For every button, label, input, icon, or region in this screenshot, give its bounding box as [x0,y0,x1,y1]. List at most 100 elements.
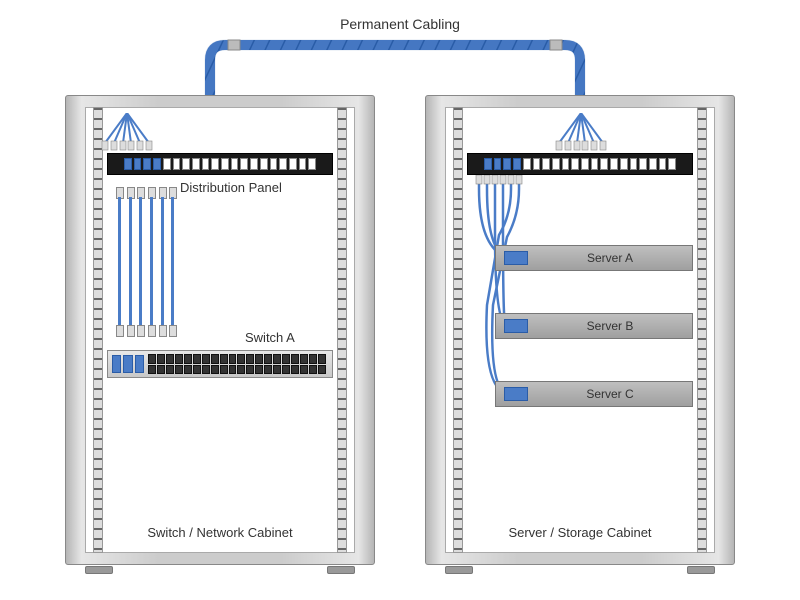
patch-cable [147,187,154,337]
panel-port [668,158,676,170]
patch-cable [158,187,165,337]
switch-port [166,354,174,364]
server-b-label: Server B [528,319,692,333]
switch-port [193,365,201,375]
switch-port [282,365,290,375]
switch-port [229,365,237,375]
panel-port [571,158,579,170]
server-a: Server A [495,245,693,271]
switch-port [166,365,174,375]
switch-port [157,365,165,375]
panel-port [542,158,550,170]
panel-port [289,158,297,170]
network-cabinet: Distribution Panel Switch A Switch / Net… [65,95,375,565]
panel-port [182,158,190,170]
distribution-panel [107,153,333,175]
patch-cable [136,187,143,337]
switch-port [211,354,219,364]
switch-port [264,365,272,375]
switch-port [202,354,210,364]
panel-port [523,158,531,170]
switch-port [309,365,317,375]
panel-port [659,158,667,170]
switch-port [148,354,156,364]
server-c-label: Server C [528,387,692,401]
distribution-panel-label: Distribution Panel [180,180,282,195]
switch-port [300,354,308,364]
panel-port [600,158,608,170]
panel-port [308,158,316,170]
switch-port [220,365,228,375]
left-fanout [97,113,157,151]
switch-port [193,354,201,364]
panel-port [202,158,210,170]
switch-port [157,354,165,364]
server-a-label: Server A [528,251,692,265]
panel-port [299,158,307,170]
switch-port [184,365,192,375]
server-c: Server C [495,381,693,407]
switch-port [175,354,183,364]
panel-port [610,158,618,170]
switch-port [273,365,281,375]
patch-cables [115,187,175,337]
switch-port [264,354,272,364]
switch-port [211,365,219,375]
panel-port [533,158,541,170]
patch-cable [115,187,122,337]
switch-port [255,354,263,364]
patch-cable [126,187,133,337]
panel-port [260,158,268,170]
panel-port [494,158,502,170]
switch-port [318,365,326,375]
switch-port [309,354,317,364]
panel-port [250,158,258,170]
switch-label: Switch A [245,330,295,345]
switch-port [148,365,156,375]
panel-port [124,158,132,170]
right-fanout [551,113,611,151]
switch-port [255,365,263,375]
server-b: Server B [495,313,693,339]
panel-port [192,158,200,170]
panel-port [270,158,278,170]
server-cabinet: Server A Server B Server C Server / Stor… [425,95,735,565]
switch-port [300,365,308,375]
switch-port [246,365,254,375]
server-cabinet-label: Server / Storage Cabinet [425,525,735,540]
panel-port [279,158,287,170]
panel-port [639,158,647,170]
switch-a [107,350,333,378]
panel-port [240,158,248,170]
switch-port [184,354,192,364]
panel-port [163,158,171,170]
server-panel [467,153,693,175]
switch-port [237,365,245,375]
switch-port [229,354,237,364]
switch-port [273,354,281,364]
panel-port [221,158,229,170]
network-cabinet-label: Switch / Network Cabinet [65,525,375,540]
panel-port [581,158,589,170]
switch-port [318,354,326,364]
switch-port [282,354,290,364]
panel-port [591,158,599,170]
panel-port [211,158,219,170]
server-cables [469,175,549,415]
switch-port [291,365,299,375]
panel-port [562,158,570,170]
panel-port [153,158,161,170]
switch-port [202,365,210,375]
panel-port [484,158,492,170]
panel-port [173,158,181,170]
panel-port [620,158,628,170]
panel-port [552,158,560,170]
switch-port [175,365,183,375]
panel-port [134,158,142,170]
patch-cable [168,187,175,337]
switch-port [291,354,299,364]
panel-port [503,158,511,170]
switch-port [246,354,254,364]
panel-port [143,158,151,170]
panel-port [231,158,239,170]
